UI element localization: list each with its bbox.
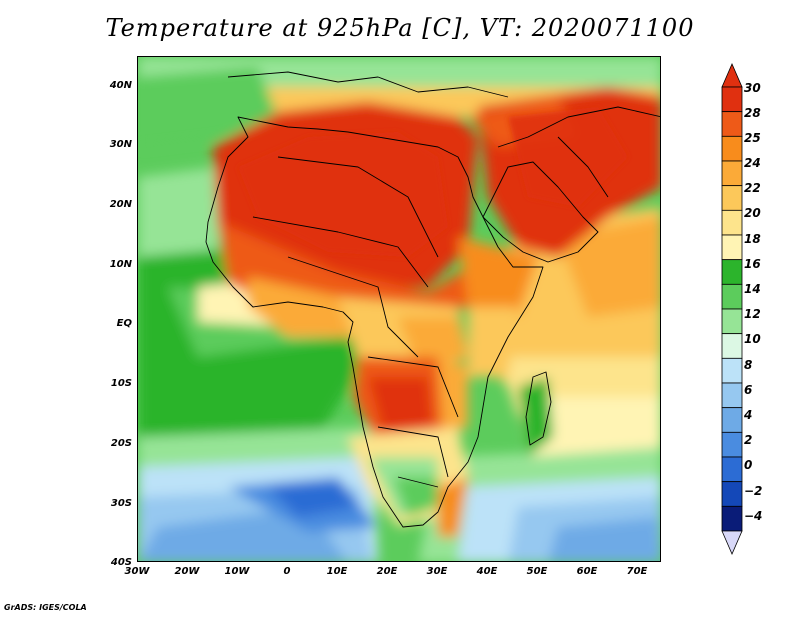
colorbar-label-25: 25 bbox=[744, 131, 761, 145]
x-tick-30e: 30E bbox=[426, 566, 448, 577]
colorbar-label-2: 2 bbox=[744, 433, 753, 447]
y-tick-40s: 40S bbox=[110, 557, 132, 568]
y-tick-30s: 30S bbox=[110, 498, 132, 509]
x-tick-70e: 70E bbox=[626, 566, 648, 577]
coastlines bbox=[205, 71, 660, 528]
credit-text: GrADS: IGES/COLA bbox=[4, 603, 87, 612]
temperature-map bbox=[138, 57, 660, 561]
colorbar-label-18: 18 bbox=[744, 232, 761, 246]
x-tick-20w: 20W bbox=[174, 566, 200, 577]
colorbar-box bbox=[721, 407, 743, 433]
y-tick-10n: 10N bbox=[109, 259, 132, 270]
colorbar-label-6: 6 bbox=[744, 383, 753, 397]
colorbar-label-16: 16 bbox=[744, 257, 761, 271]
x-tick-10e: 10E bbox=[326, 566, 348, 577]
colorbar-box bbox=[721, 505, 743, 532]
y-tick-20s: 20S bbox=[110, 438, 132, 449]
colorbar-label-20: 20 bbox=[744, 206, 761, 220]
y-tick-20n: 20N bbox=[109, 199, 132, 210]
colorbar-box bbox=[721, 431, 743, 458]
colorbar-cap-top bbox=[721, 62, 743, 88]
colorbar-label-30: 30 bbox=[744, 81, 761, 95]
x-tick-50e: 50E bbox=[526, 566, 548, 577]
colorbar-label-0: 0 bbox=[744, 458, 753, 472]
colorbar-label-4: 4 bbox=[744, 408, 753, 422]
colorbar-label-24: 24 bbox=[744, 156, 761, 170]
colorbar-label-neg4: −4 bbox=[744, 509, 763, 523]
x-tick-10w: 10W bbox=[224, 566, 250, 577]
x-tick-20e: 20E bbox=[376, 566, 398, 577]
colorbar-box bbox=[721, 456, 743, 483]
colorbar-box bbox=[721, 333, 743, 359]
colorbar-cap-bottom bbox=[721, 530, 743, 556]
y-tick-10s: 10S bbox=[110, 378, 132, 389]
temperature-field bbox=[138, 57, 660, 561]
x-tick-40e: 40E bbox=[476, 566, 498, 577]
y-tick-40n: 40N bbox=[109, 80, 132, 91]
colorbar-box bbox=[721, 111, 743, 137]
colorbar-box bbox=[721, 308, 743, 335]
colorbar-box bbox=[721, 160, 743, 187]
colorbar-box bbox=[721, 259, 743, 285]
colorbar-label-8: 8 bbox=[744, 358, 753, 372]
colorbar-box bbox=[721, 209, 743, 236]
colorbar-label-14: 14 bbox=[744, 282, 761, 296]
colorbar-box bbox=[721, 283, 743, 310]
colorbar-label-12: 12 bbox=[744, 307, 761, 321]
colorbar-box bbox=[721, 481, 743, 507]
map-panel bbox=[137, 56, 661, 562]
colorbar bbox=[721, 62, 743, 556]
x-tick-0: 0 bbox=[283, 566, 291, 577]
x-tick-60e: 60E bbox=[576, 566, 598, 577]
x-tick-30w: 30W bbox=[124, 566, 150, 577]
colorbar-label-22: 22 bbox=[744, 181, 761, 195]
y-tick-30n: 30N bbox=[109, 139, 132, 150]
colorbar-box bbox=[721, 234, 743, 261]
colorbar-label-10: 10 bbox=[744, 332, 761, 346]
colorbar-label-28: 28 bbox=[744, 106, 761, 120]
colorbar-box bbox=[721, 357, 743, 384]
chart-title: Temperature at 925hPa [C], VT: 202007110… bbox=[105, 14, 695, 42]
colorbar-box bbox=[721, 185, 743, 211]
colorbar-label-neg2: −2 bbox=[744, 484, 763, 498]
colorbar-box bbox=[721, 135, 743, 162]
colorbar-box bbox=[721, 86, 743, 113]
colorbar-box bbox=[721, 382, 743, 409]
y-tick-eq: EQ bbox=[116, 318, 132, 329]
